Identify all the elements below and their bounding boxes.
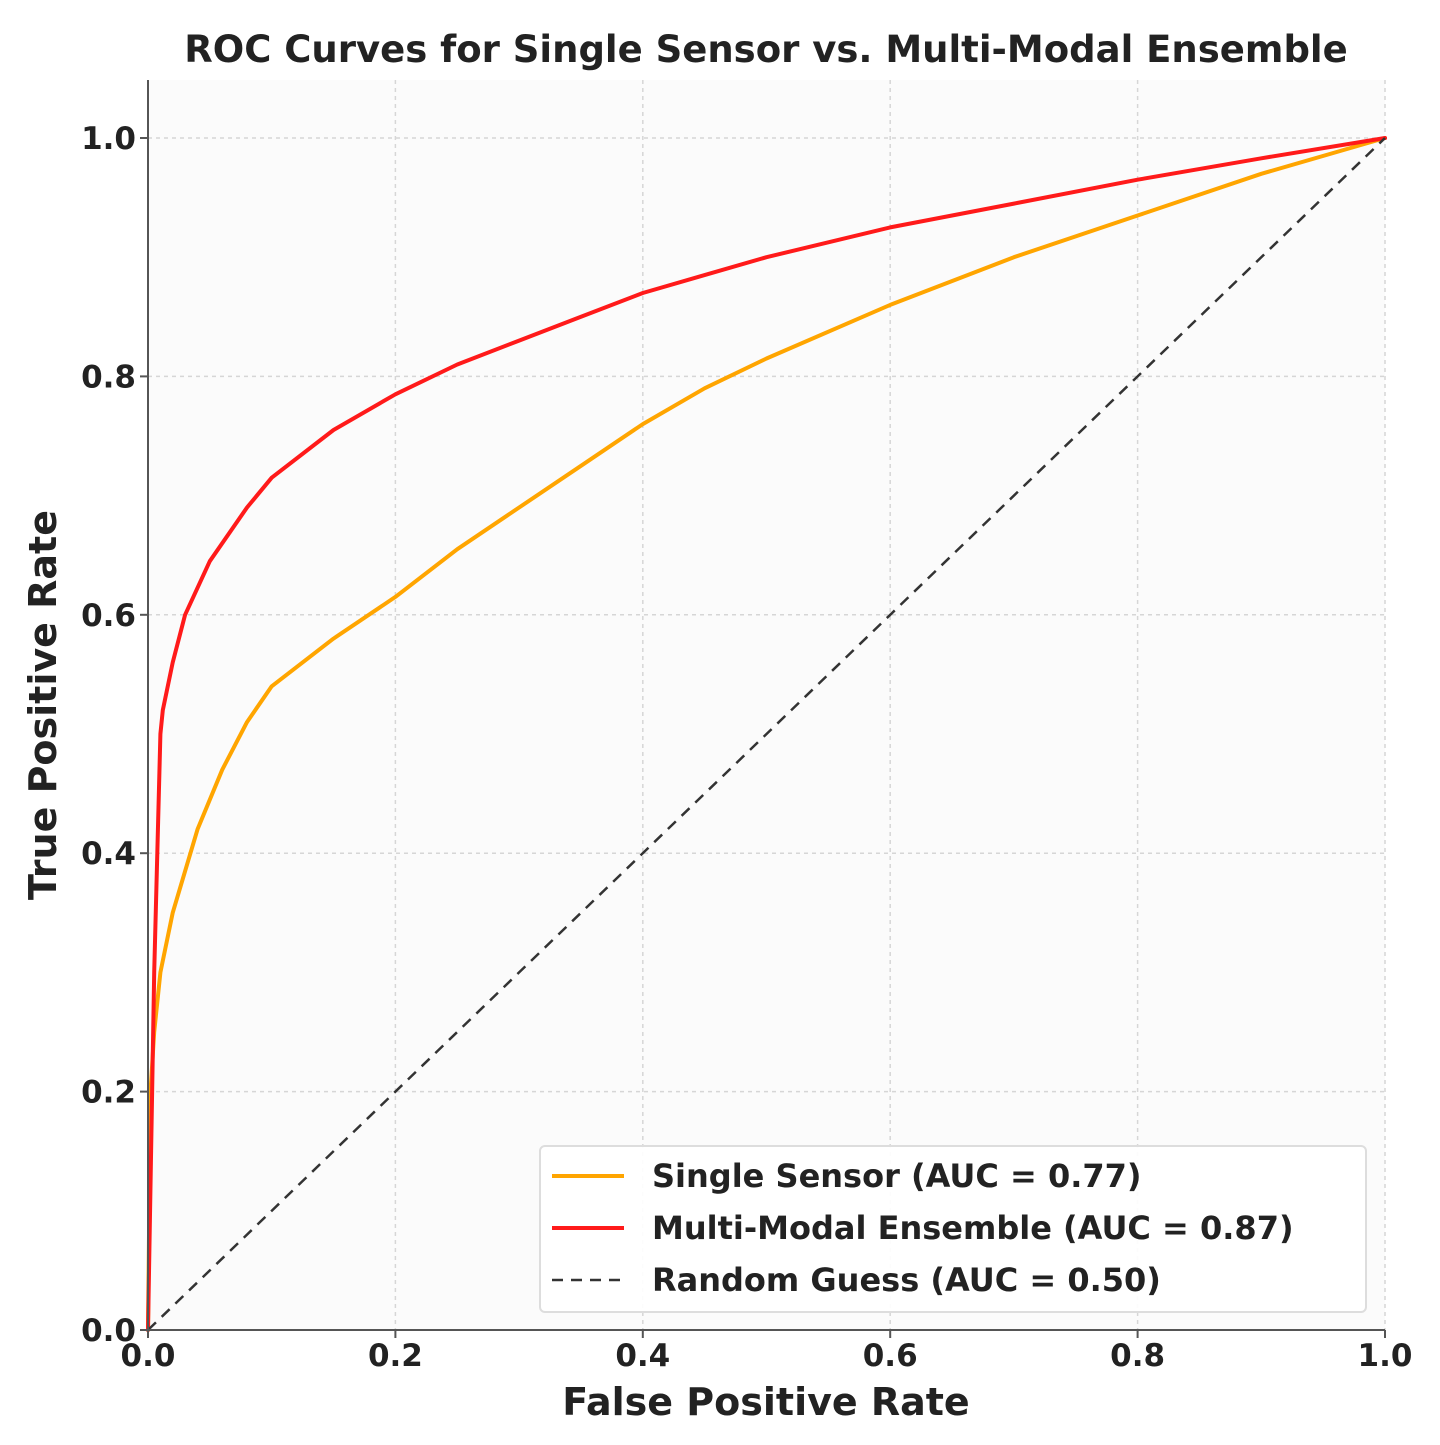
legend-label-2: Random Guess (AUC = 0.50) xyxy=(652,1261,1161,1299)
legend-box xyxy=(539,1145,1367,1313)
chart-title: ROC Curves for Single Sensor vs. Multi-M… xyxy=(184,28,1347,71)
legend-label-0: Single Sensor (AUC = 0.77) xyxy=(652,1157,1142,1195)
legend: Single Sensor (AUC = 0.77) Multi-Modal En… xyxy=(539,1145,1367,1313)
x-ticks: 0.0 0.2 0.4 0.6 0.8 1.0 xyxy=(121,1330,1413,1374)
x-tick-label: 0.2 xyxy=(368,1338,423,1374)
y-tick-label: 1.0 xyxy=(81,121,136,157)
x-tick-label: 0.6 xyxy=(863,1338,918,1374)
y-tick-label: 0.0 xyxy=(81,1313,136,1349)
series-line-0 xyxy=(146,136,1387,1332)
x-tick-label: 0.0 xyxy=(121,1338,176,1374)
series-line-1 xyxy=(146,136,1387,1332)
plot-area xyxy=(148,80,1385,1330)
series-line-2 xyxy=(147,137,1386,1331)
y-tick-label: 0.8 xyxy=(81,359,136,395)
x-axis-label: False Positive Rate xyxy=(562,1380,969,1424)
legend-label-1: Multi-Modal Ensemble (AUC = 0.87) xyxy=(652,1209,1294,1247)
y-ticks: 0.0 0.2 0.4 0.6 0.8 1.0 xyxy=(81,121,148,1349)
y-axis-label: True Positive Rate xyxy=(21,510,65,900)
x-tick-label: 1.0 xyxy=(1358,1338,1413,1374)
y-tick-label: 0.2 xyxy=(81,1075,136,1111)
x-tick-label: 0.4 xyxy=(615,1338,670,1374)
y-tick-label: 0.6 xyxy=(81,598,136,634)
y-tick-label: 0.4 xyxy=(81,836,136,872)
x-tick-label: 0.8 xyxy=(1110,1338,1165,1374)
series-layer xyxy=(146,136,1387,1332)
